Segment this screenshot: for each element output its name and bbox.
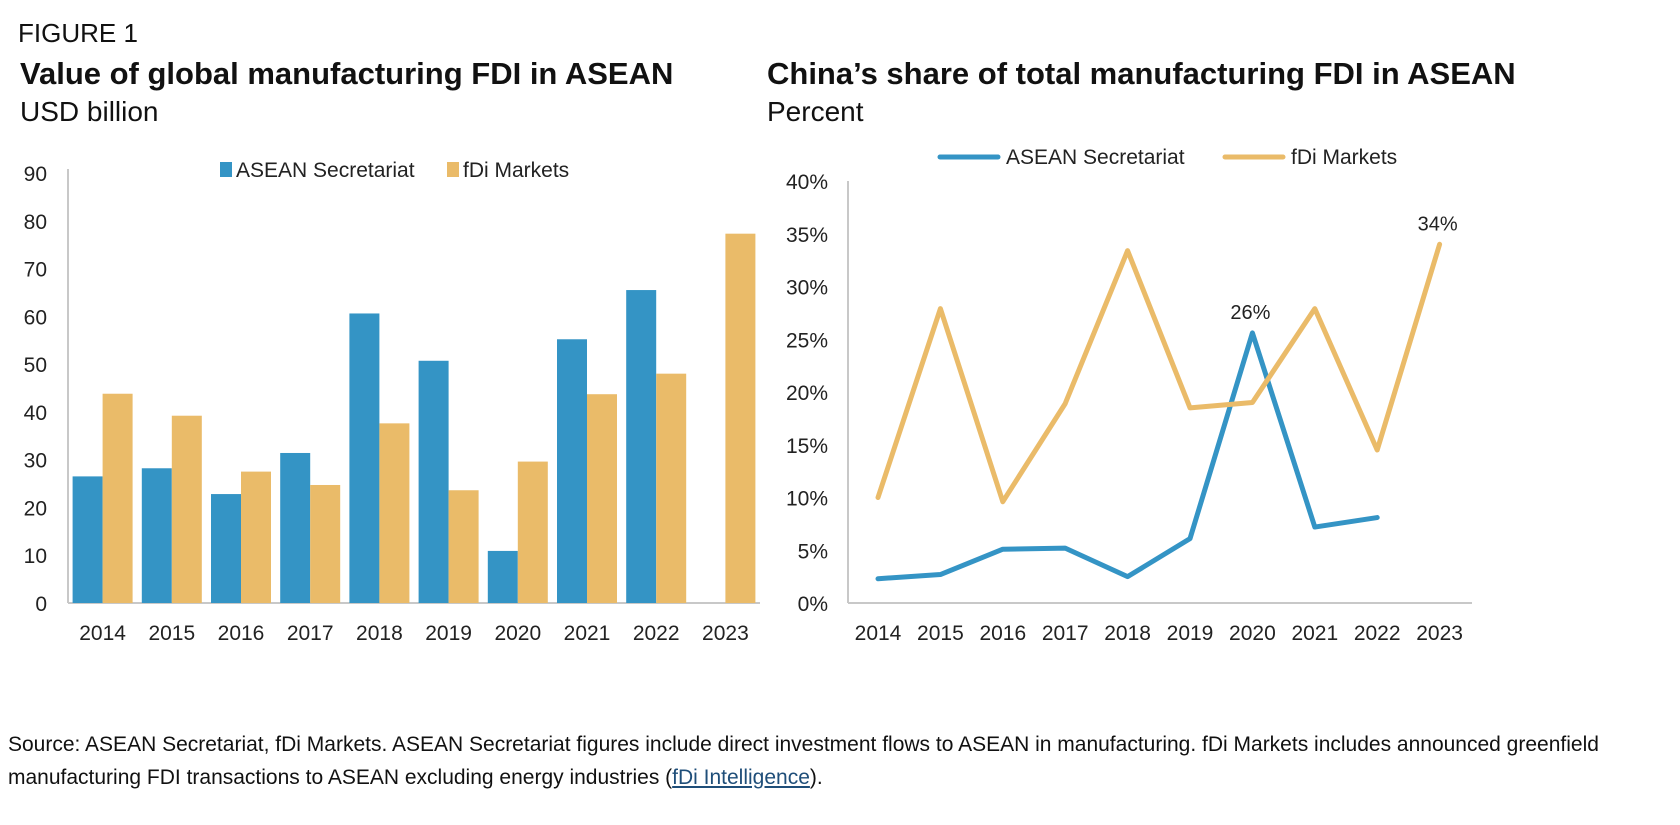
x-tick-label: 2017 [287,622,334,645]
x-tick-label: 2014 [855,622,902,645]
x-tick-label: 2018 [1104,622,1151,645]
data-label: 26% [1230,302,1270,324]
right-chart-title: China’s share of total manufacturing FDI… [767,56,1516,91]
bar-asean-2016 [211,494,241,603]
y-tick-label: 60 [24,306,47,329]
bar-asean-2017 [280,452,311,603]
x-tick-label: 2022 [633,622,680,645]
bar-fdi-2017 [310,484,341,603]
x-tick-label: 2017 [1042,622,1089,645]
legend-swatch [220,162,232,177]
bar-fdi-2016 [241,471,271,603]
x-tick-label: 2019 [1167,622,1214,645]
y-tick-label: 80 [24,211,47,234]
x-tick-label: 2020 [494,622,541,645]
y-tick-label: 25% [786,329,828,352]
y-tick-label: 90 [24,163,47,186]
y-tick-label: 20 [24,497,47,520]
bar-fdi-2020 [517,461,548,603]
y-tick-label: 0% [798,593,828,616]
y-tick-label: 15% [786,435,828,458]
data-label: 34% [1418,213,1458,235]
x-tick-label: 2023 [1416,622,1463,645]
bar-fdi-2014 [102,393,133,603]
y-tick-label: 5% [798,540,828,563]
legend-label: fDi Markets [463,159,569,182]
line-asean [875,330,1380,582]
y-tick-label: 30 [24,450,47,473]
bar-asean-2014 [72,476,103,603]
bar-fdi-2018 [379,423,410,603]
y-tick-label: 30% [786,277,828,300]
x-tick-label: 2019 [425,622,472,645]
x-tick-label: 2015 [917,622,964,645]
x-tick-label: 2014 [79,622,126,645]
x-tick-label: 2022 [1354,622,1401,645]
x-tick-label: 2021 [1291,622,1338,645]
x-tick-label: 2021 [564,622,611,645]
y-tick-label: 10 [24,545,47,568]
charts-canvas: 0 10 20 30 40 50 60 70 80 90 2014 2015 2016 2017 2018 2… [24,146,1472,645]
line-fdi [875,241,1443,505]
legend-label: ASEAN Secretariat [1006,146,1185,169]
left-chart-subtitle: USD billion [20,96,159,127]
y-tick-label: 40% [786,171,828,194]
x-tick-label: 2023 [702,622,749,645]
legend-label: fDi Markets [1291,146,1397,169]
source-end: ). [809,766,823,789]
y-tick-label: 50 [24,354,47,377]
right-chart-subtitle: Percent [767,96,864,127]
bar-fdi-2022 [656,373,687,603]
source-text: Source: ASEAN Secretariat, fDi Markets. … [8,733,1599,789]
bar-fdi-2015 [171,415,202,603]
x-tick-label: 2015 [148,622,195,645]
y-tick-label: 40 [24,402,47,425]
figure-label: FIGURE 1 [18,18,138,48]
bar-asean-2021 [557,339,587,603]
x-tick-label: 2020 [1229,622,1276,645]
x-tick-label: 2018 [356,622,403,645]
bar-asean-2018 [349,313,380,603]
y-tick-label: 35% [786,224,828,247]
left-chart-title: Value of global manufacturing FDI in ASE… [20,56,674,91]
y-tick-label: 70 [24,259,47,282]
source-note: Source: ASEAN Secretariat, fDi Markets. … [8,728,1658,794]
bar-asean-2022 [626,290,657,603]
legend-label: ASEAN Secretariat [236,159,415,182]
y-tick-label: 10% [786,488,828,511]
bar-asean-2015 [141,468,172,603]
bar-asean-2020 [487,550,518,603]
y-tick-label: 20% [786,382,828,405]
bar-fdi-2019 [448,490,479,603]
fdi-intelligence-link[interactable]: fDi Intelligence [672,766,810,789]
bar-fdi-2023 [725,233,756,603]
legend-swatch [447,162,459,177]
x-tick-label: 2016 [979,622,1026,645]
bar-asean-2019 [418,360,449,603]
bar-fdi-2021 [587,394,617,603]
y-tick-label: 0 [35,593,47,616]
x-tick-label: 2016 [218,622,265,645]
